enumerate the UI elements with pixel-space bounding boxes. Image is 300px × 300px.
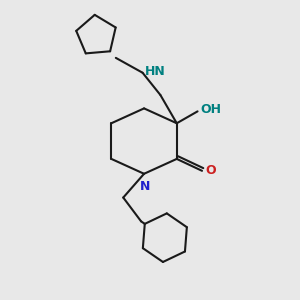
Text: O: O xyxy=(205,164,216,177)
Text: OH: OH xyxy=(200,103,221,116)
Text: N: N xyxy=(140,180,151,193)
Text: HN: HN xyxy=(145,65,166,78)
